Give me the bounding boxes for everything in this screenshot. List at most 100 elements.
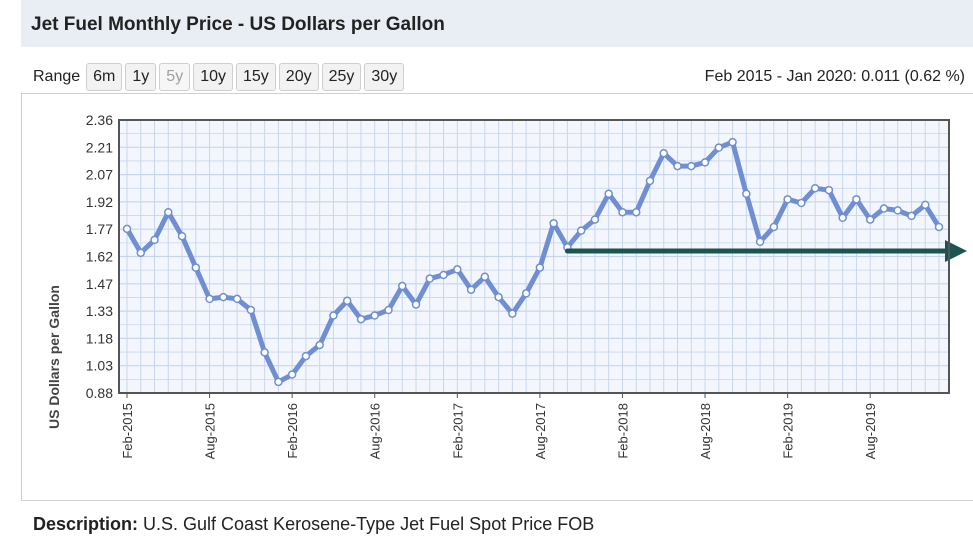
data-point — [122, 224, 132, 234]
range-button-15y[interactable]: 15y — [236, 63, 276, 91]
data-point — [797, 198, 806, 208]
data-point — [287, 370, 297, 379]
range-button-1y[interactable]: 1y — [125, 63, 157, 91]
data-point — [342, 296, 352, 306]
x-tick-label: Feb-2016 — [285, 403, 300, 459]
data-point — [920, 200, 930, 210]
data-point — [590, 215, 600, 224]
range-button-20y[interactable]: 20y — [278, 63, 319, 91]
data-point — [521, 289, 531, 298]
data-point — [494, 292, 503, 302]
data-point — [907, 211, 916, 221]
data-point — [576, 226, 586, 235]
data-point — [714, 143, 724, 152]
data-point — [136, 248, 146, 258]
x-tick-label: Aug-2017 — [533, 403, 548, 459]
data-point — [398, 281, 407, 291]
y-tick-label: 1.47 — [86, 276, 113, 292]
data-point — [274, 377, 283, 387]
x-tick-label: Feb-2018 — [615, 403, 630, 459]
data-point — [700, 158, 710, 167]
range-button-5y[interactable]: 5y — [159, 63, 191, 91]
page-title: Jet Fuel Monthly Price - US Dollars per … — [31, 14, 445, 35]
x-tick-label: Feb-2019 — [781, 403, 796, 459]
data-point — [177, 231, 187, 241]
data-point — [852, 195, 861, 204]
range-button-6m[interactable]: 6m — [86, 63, 123, 91]
data-point — [742, 189, 751, 199]
data-point — [934, 222, 944, 232]
y-tick-label: 1.92 — [86, 194, 113, 210]
x-tick-label: Feb-2015 — [120, 403, 135, 459]
x-tick-label: Aug-2019 — [863, 403, 878, 459]
data-point — [370, 311, 379, 320]
x-tick-label: Feb-2017 — [450, 403, 465, 459]
data-point — [728, 137, 737, 147]
data-point — [260, 348, 269, 357]
data-point — [508, 309, 517, 318]
y-tick-label: 1.62 — [86, 249, 113, 265]
description: Description: U.S. Gulf Coast Kerosene-Ty… — [33, 514, 594, 535]
plot-border — [118, 119, 950, 394]
x-tick-label: Aug-2016 — [368, 403, 383, 459]
data-point — [549, 219, 558, 228]
data-point — [315, 340, 324, 350]
data-point — [810, 184, 820, 193]
y-tick-label: 2.36 — [86, 112, 113, 128]
data-point — [191, 263, 201, 272]
data-points — [122, 137, 944, 387]
data-point — [164, 207, 173, 217]
data-point — [755, 237, 765, 246]
data-point — [687, 161, 696, 171]
data-point — [301, 351, 311, 361]
data-point — [246, 305, 256, 315]
data-point — [673, 161, 682, 171]
chart-panel — [21, 93, 973, 501]
data-point — [893, 206, 902, 215]
y-tick-label: 1.33 — [86, 303, 113, 319]
x-axis: Feb-2015 Aug-2015 Feb-2016 Aug-2016 Feb-2017… — [120, 393, 878, 459]
data-point — [425, 274, 435, 283]
description-label: Description: — [33, 514, 139, 534]
data-point — [453, 265, 462, 274]
description-text: U.S. Gulf Coast Kerosene-Type Jet Fuel S… — [143, 514, 595, 534]
x-tick-label: Aug-2018 — [698, 403, 713, 459]
y-tick-label: 1.77 — [86, 221, 113, 237]
data-point — [205, 294, 214, 304]
data-point — [150, 235, 159, 245]
data-point — [783, 195, 792, 204]
range-button-25y[interactable]: 25y — [321, 63, 362, 91]
header-bar: Jet Fuel Monthly Price - US Dollars per … — [21, 0, 973, 47]
data-point — [466, 285, 476, 294]
data-point — [535, 263, 545, 272]
range-button-30y[interactable]: 30y — [364, 63, 405, 91]
price-chart: 2.36 2.21 2.07 1.92 1.77 1.62 1.47 1.33 1.18 1.03… — [46, 112, 967, 459]
data-point — [384, 305, 393, 315]
y-tick-label: 2.21 — [86, 139, 113, 155]
data-point — [356, 314, 366, 324]
data-point — [219, 292, 228, 302]
y-tick-label: 1.18 — [86, 330, 113, 346]
y-tick-label: 0.88 — [86, 385, 113, 401]
data-point — [865, 215, 875, 224]
data-point — [645, 176, 655, 186]
data-point — [411, 300, 421, 309]
data-point — [824, 185, 834, 195]
annotations — [564, 239, 967, 262]
x-tick-label: Aug-2015 — [203, 403, 218, 459]
data-point — [769, 222, 779, 232]
data-point — [618, 207, 627, 217]
range-label: Range — [33, 68, 81, 85]
y-axis: 2.36 2.21 2.07 1.92 1.77 1.62 1.47 1.33 1.18 1.03… — [86, 112, 113, 401]
data-point — [480, 272, 490, 282]
data-point — [439, 270, 448, 280]
data-point — [631, 207, 641, 217]
data-point — [232, 294, 242, 304]
data-point — [879, 204, 889, 213]
y-tick-label: 1.03 — [86, 358, 113, 374]
range-button-10y[interactable]: 10y — [193, 63, 233, 91]
period-summary: Feb 2015 - Jan 2020: 0.011 (0.62 %) — [704, 68, 965, 85]
data-point — [838, 213, 847, 223]
y-axis-label: US Dollars per Gallon — [46, 285, 62, 429]
trend-arrow-head — [945, 239, 967, 262]
